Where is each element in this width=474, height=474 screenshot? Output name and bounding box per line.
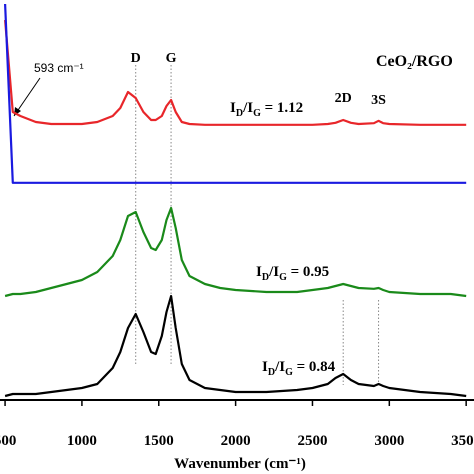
ratio-part: I	[230, 100, 236, 116]
x-tick-label: 2000	[221, 433, 251, 449]
ratio-part: /I	[268, 264, 279, 280]
ratio-part: I	[262, 359, 268, 375]
peak-label: 3S	[371, 93, 386, 108]
spectrum-line	[4, 3, 467, 184]
ratio-part: D	[262, 272, 269, 283]
ratio-part: /I	[274, 359, 285, 375]
peak-label: D	[131, 51, 141, 66]
peak-label: 2D	[335, 91, 352, 106]
ratio-part: = 0.84	[293, 359, 336, 375]
shoulder-label: 593 cm⁻¹	[34, 61, 84, 75]
ratio-part: G	[279, 272, 287, 283]
ratio-part: = 1.12	[261, 100, 303, 116]
ratio-part: G	[285, 367, 293, 378]
spectrum-line	[4, 19, 467, 126]
peak-label: G	[166, 51, 177, 66]
ratio-part: = 0.95	[287, 264, 329, 280]
x-tick-label: 3000	[374, 433, 404, 449]
spectrum-line	[4, 294, 467, 398]
ratio-part: D	[268, 367, 275, 378]
x-tick-label: 3500	[451, 433, 474, 449]
x-axis-label: Wavenumber (cm⁻¹)	[174, 456, 306, 472]
ratio-part: /I	[242, 100, 253, 116]
x-tick-label: 2500	[297, 433, 327, 449]
ratio-label: ID/IG = 0.84	[262, 359, 336, 378]
ratio-part: G	[253, 108, 261, 119]
spectrum-line	[4, 206, 467, 298]
chart-title: CeO₂/RGO	[376, 53, 453, 70]
ratio-label: ID/IG = 1.12	[230, 100, 303, 119]
ratio-part: I	[256, 264, 262, 280]
x-tick-label: 1500	[144, 433, 174, 449]
x-tick-label: 1000	[67, 433, 97, 449]
ratio-part: D	[236, 108, 243, 119]
x-tick-label: 500	[0, 433, 16, 449]
ratio-label: ID/IG = 0.95	[256, 264, 329, 283]
